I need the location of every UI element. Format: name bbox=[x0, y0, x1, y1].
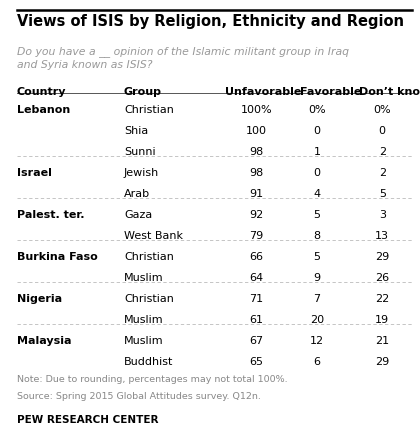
Text: Views of ISIS by Religion, Ethnicity and Region: Views of ISIS by Religion, Ethnicity and… bbox=[17, 14, 404, 29]
Text: 2: 2 bbox=[379, 168, 386, 178]
Text: Burkina Faso: Burkina Faso bbox=[17, 252, 97, 262]
Text: 0%: 0% bbox=[308, 105, 326, 115]
Text: Note: Due to rounding, percentages may not total 100%.: Note: Due to rounding, percentages may n… bbox=[17, 375, 287, 385]
Text: 26: 26 bbox=[375, 273, 389, 283]
Text: 0: 0 bbox=[379, 126, 386, 136]
Text: Favorable: Favorable bbox=[300, 87, 362, 97]
Text: 12: 12 bbox=[310, 336, 324, 346]
Text: Muslim: Muslim bbox=[124, 273, 163, 283]
Text: Group: Group bbox=[124, 87, 162, 97]
Text: 13: 13 bbox=[375, 231, 389, 241]
Text: 92: 92 bbox=[249, 210, 263, 220]
Text: 5: 5 bbox=[314, 252, 320, 262]
Text: 3: 3 bbox=[379, 210, 386, 220]
Text: Source: Spring 2015 Global Attitudes survey. Q12n.: Source: Spring 2015 Global Attitudes sur… bbox=[17, 392, 261, 401]
Text: 21: 21 bbox=[375, 336, 389, 346]
Text: 5: 5 bbox=[314, 210, 320, 220]
Text: Christian: Christian bbox=[124, 294, 174, 304]
Text: 29: 29 bbox=[375, 357, 389, 367]
Text: Jewish: Jewish bbox=[124, 168, 159, 178]
Text: West Bank: West Bank bbox=[124, 231, 183, 241]
Text: Muslim: Muslim bbox=[124, 315, 163, 325]
Text: Gaza: Gaza bbox=[124, 210, 152, 220]
Text: 22: 22 bbox=[375, 294, 389, 304]
Text: 0: 0 bbox=[314, 126, 320, 136]
Text: 79: 79 bbox=[249, 231, 263, 241]
Text: Christian: Christian bbox=[124, 105, 174, 115]
Text: 8: 8 bbox=[314, 231, 320, 241]
Text: 65: 65 bbox=[249, 357, 263, 367]
Text: 100: 100 bbox=[246, 126, 267, 136]
Text: 71: 71 bbox=[249, 294, 263, 304]
Text: 0%: 0% bbox=[373, 105, 391, 115]
Text: 6: 6 bbox=[314, 357, 320, 367]
Text: 0: 0 bbox=[314, 168, 320, 178]
Text: 61: 61 bbox=[249, 315, 263, 325]
Text: 64: 64 bbox=[249, 273, 263, 283]
Text: PEW RESEARCH CENTER: PEW RESEARCH CENTER bbox=[17, 415, 158, 425]
Text: 100%: 100% bbox=[240, 105, 272, 115]
Text: 7: 7 bbox=[314, 294, 320, 304]
Text: Arab: Arab bbox=[124, 189, 150, 199]
Text: Sunni: Sunni bbox=[124, 147, 155, 157]
Text: Do you have a __ opinion of the Islamic militant group in Iraq
and Syria known a: Do you have a __ opinion of the Islamic … bbox=[17, 46, 349, 70]
Text: 67: 67 bbox=[249, 336, 263, 346]
Text: Malaysia: Malaysia bbox=[17, 336, 71, 346]
Text: Buddhist: Buddhist bbox=[124, 357, 173, 367]
Text: 29: 29 bbox=[375, 252, 389, 262]
Text: Nigeria: Nigeria bbox=[17, 294, 62, 304]
Text: 98: 98 bbox=[249, 147, 263, 157]
Text: Christian: Christian bbox=[124, 252, 174, 262]
Text: Don’t know: Don’t know bbox=[359, 87, 420, 97]
Text: Israel: Israel bbox=[17, 168, 52, 178]
Text: 2: 2 bbox=[379, 147, 386, 157]
Text: 20: 20 bbox=[310, 315, 324, 325]
Text: Shia: Shia bbox=[124, 126, 148, 136]
Text: 5: 5 bbox=[379, 189, 386, 199]
Text: 1: 1 bbox=[314, 147, 320, 157]
Text: Lebanon: Lebanon bbox=[17, 105, 70, 115]
Text: 9: 9 bbox=[314, 273, 320, 283]
Text: Muslim: Muslim bbox=[124, 336, 163, 346]
Text: 66: 66 bbox=[249, 252, 263, 262]
Text: 98: 98 bbox=[249, 168, 263, 178]
Text: Unfavorable: Unfavorable bbox=[225, 87, 301, 97]
Text: 4: 4 bbox=[314, 189, 320, 199]
Text: 19: 19 bbox=[375, 315, 389, 325]
Text: Country: Country bbox=[17, 87, 66, 97]
Text: Palest. ter.: Palest. ter. bbox=[17, 210, 84, 220]
Text: 91: 91 bbox=[249, 189, 263, 199]
